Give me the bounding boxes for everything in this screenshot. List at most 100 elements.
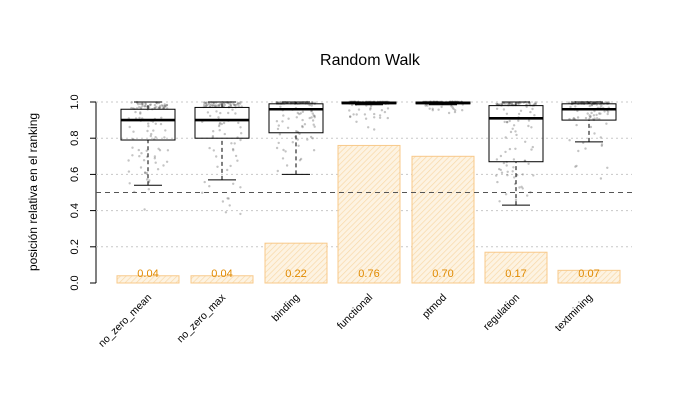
data-point xyxy=(426,104,429,107)
data-point xyxy=(231,147,235,151)
data-point xyxy=(275,101,278,104)
data-point xyxy=(603,110,606,113)
data-point xyxy=(227,111,230,115)
data-point xyxy=(298,159,302,162)
data-point xyxy=(236,103,239,106)
data-point xyxy=(296,111,299,115)
data-point xyxy=(239,102,242,105)
data-point xyxy=(508,102,511,105)
data-point xyxy=(138,106,141,109)
data-point xyxy=(310,104,313,107)
y-tick-label: 0.0 xyxy=(69,275,81,290)
data-point xyxy=(584,116,588,120)
data-point xyxy=(521,187,524,190)
data-point xyxy=(156,102,159,105)
data-point xyxy=(222,105,225,108)
data-point xyxy=(505,102,509,105)
data-point xyxy=(276,101,279,104)
data-point xyxy=(286,126,290,129)
data-point xyxy=(229,164,232,168)
data-point xyxy=(534,102,538,106)
data-point xyxy=(504,136,507,139)
data-point xyxy=(312,114,315,117)
data-point xyxy=(134,110,137,114)
data-point xyxy=(222,121,226,125)
data-point xyxy=(512,158,516,161)
data-point xyxy=(142,159,146,162)
data-point xyxy=(437,108,440,111)
data-point xyxy=(220,122,223,126)
data-point xyxy=(599,177,603,180)
data-point xyxy=(133,190,136,194)
data-point xyxy=(295,130,298,133)
data-point xyxy=(428,107,431,110)
data-point xyxy=(139,111,142,114)
data-point xyxy=(277,124,280,127)
data-point xyxy=(216,165,219,168)
data-point xyxy=(239,138,242,142)
data-point xyxy=(230,142,233,145)
data-point xyxy=(215,155,218,158)
box xyxy=(268,103,324,134)
data-point xyxy=(127,170,131,173)
data-point xyxy=(506,174,509,177)
data-point xyxy=(147,188,150,191)
bar-value-labels: 0.04 0.04 0.22 0.76 0.70 0.17 0.07 xyxy=(137,268,599,280)
data-point xyxy=(236,159,239,162)
data-point xyxy=(606,110,610,114)
data-point xyxy=(572,101,576,104)
data-point xyxy=(233,142,236,145)
box xyxy=(194,106,250,139)
data-point xyxy=(229,104,232,107)
data-point xyxy=(496,103,499,106)
data-point xyxy=(144,102,147,105)
chart-title: Random Walk xyxy=(320,52,421,69)
data-point xyxy=(607,101,611,104)
data-point xyxy=(303,123,307,126)
data-point xyxy=(141,102,144,106)
data-point xyxy=(500,171,504,174)
data-point xyxy=(570,101,574,104)
data-point xyxy=(508,119,511,123)
data-point xyxy=(212,102,216,105)
x-tick-label: functional xyxy=(335,292,375,332)
data-point xyxy=(513,176,516,179)
box xyxy=(561,103,617,121)
data-point xyxy=(214,104,217,107)
bar xyxy=(557,269,621,284)
data-point xyxy=(237,102,240,106)
data-point xyxy=(221,200,225,203)
data-point xyxy=(234,154,238,158)
data-point xyxy=(201,191,204,194)
data-point xyxy=(233,104,236,107)
data-point xyxy=(163,104,167,108)
data-point xyxy=(143,105,146,108)
data-point xyxy=(605,122,608,125)
data-point xyxy=(569,105,572,109)
data-point xyxy=(498,200,501,203)
data-point xyxy=(153,106,156,110)
data-point xyxy=(219,102,222,106)
data-point xyxy=(373,128,376,131)
data-point xyxy=(301,110,305,114)
data-point xyxy=(295,116,298,119)
data-point xyxy=(148,179,151,182)
data-point xyxy=(309,135,313,139)
data-point xyxy=(311,119,315,122)
data-point xyxy=(237,101,240,105)
data-point xyxy=(383,110,387,114)
data-point xyxy=(153,103,157,107)
data-point xyxy=(130,101,133,104)
data-point xyxy=(355,113,358,116)
data-point xyxy=(217,104,221,107)
data-point xyxy=(502,161,506,165)
data-point xyxy=(144,104,147,108)
data-point xyxy=(527,124,530,128)
data-point xyxy=(153,155,157,158)
data-point xyxy=(158,106,161,109)
data-point xyxy=(237,121,240,125)
data-point xyxy=(570,100,574,104)
data-point xyxy=(503,102,507,106)
data-point xyxy=(141,102,144,105)
data-point xyxy=(275,146,279,150)
